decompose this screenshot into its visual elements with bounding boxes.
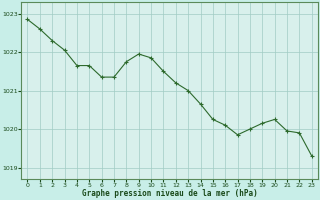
X-axis label: Graphe pression niveau de la mer (hPa): Graphe pression niveau de la mer (hPa) bbox=[82, 189, 258, 198]
